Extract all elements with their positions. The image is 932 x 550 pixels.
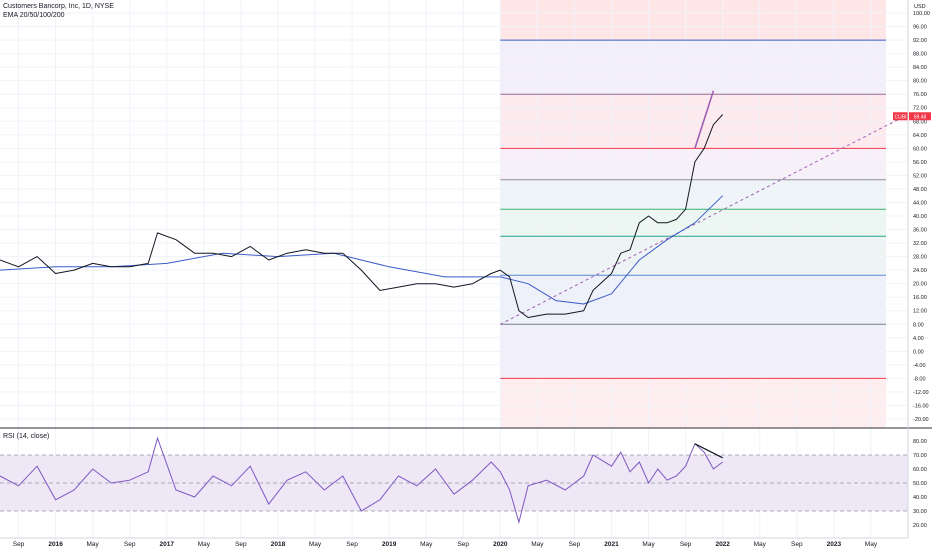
x-tick-label: 2020 xyxy=(493,541,508,548)
rsi-line xyxy=(0,436,724,525)
y-tick-label: 36.00 xyxy=(913,228,927,234)
x-tick-label: May xyxy=(754,541,767,548)
indicator-legend[interactable]: EMA 20/50/100/200 xyxy=(3,12,65,19)
y-tick-label: 52.00 xyxy=(913,173,927,179)
price-series xyxy=(0,90,909,325)
x-tick-label: May xyxy=(865,541,878,548)
rsi-y-tick-label: 30.00 xyxy=(913,509,927,515)
x-tick-label: May xyxy=(87,541,100,548)
fib-zone xyxy=(500,236,886,276)
x-tick-label: May xyxy=(198,541,211,548)
fib-levels xyxy=(500,39,886,379)
rsi-divergence-line xyxy=(694,443,723,459)
y-tick-label: -4.00 xyxy=(913,363,926,369)
x-tick-label: 2022 xyxy=(715,541,730,548)
x-tick-label: Sep xyxy=(569,541,581,548)
y-tick-label: 32.00 xyxy=(913,241,927,247)
fib-zone xyxy=(500,179,886,210)
y-tick-label: 100.00 xyxy=(913,11,930,17)
x-tick-label: May xyxy=(642,541,655,548)
fib-zone xyxy=(500,148,886,180)
y-tick-label: 80.00 xyxy=(913,79,927,85)
y-tick-label: 0.00 xyxy=(913,349,924,355)
x-tick-label: 2019 xyxy=(382,541,397,548)
fib-retracement-background xyxy=(500,0,886,428)
y-tick-label: 88.00 xyxy=(913,52,927,58)
y-tick-label: 44.00 xyxy=(913,200,927,206)
ema-200-line xyxy=(0,195,724,305)
fib-zone xyxy=(500,275,886,325)
y-tick-label: 60.00 xyxy=(913,146,927,152)
y-tick-label: 28.00 xyxy=(913,255,927,261)
x-tick-label: Sep xyxy=(124,541,136,548)
y-tick-label: -16.00 xyxy=(913,403,929,409)
price-line xyxy=(0,114,724,318)
fib-zone xyxy=(500,209,886,237)
trendline-top xyxy=(694,90,715,149)
rsi-y-tick-label: 60.00 xyxy=(913,467,927,473)
y-tick-label: 48.00 xyxy=(913,187,927,193)
y-tick-label: 4.00 xyxy=(913,336,924,342)
y-tick-label: 96.00 xyxy=(913,25,927,31)
y-tick-label: 20.00 xyxy=(913,282,927,288)
x-tick-label: 2017 xyxy=(160,541,175,548)
x-tick-label: May xyxy=(420,541,433,548)
x-tick-label: May xyxy=(531,541,544,548)
rsi-y-tick-label: 70.00 xyxy=(913,453,927,459)
y-tick-label: 16.00 xyxy=(913,295,927,301)
y-tick-label: 92.00 xyxy=(913,38,927,44)
chart-title: Customers Bancorp, Inc, 1D, NYSE xyxy=(3,3,114,10)
rsi-y-tick-label: 80.00 xyxy=(913,439,927,445)
y-tick-label: 76.00 xyxy=(913,92,927,98)
x-tick-label: Sep xyxy=(457,541,469,548)
rsi-y-tick-label: 50.00 xyxy=(913,481,927,487)
x-tick-label: 2021 xyxy=(604,541,619,548)
rsi-legend[interactable]: RSI (14, close) xyxy=(3,433,50,440)
x-tick-label: Sep xyxy=(791,541,803,548)
y-tick-label: 68.00 xyxy=(913,119,927,125)
y-tick-label: 8.00 xyxy=(913,322,924,328)
x-tick-label: 2023 xyxy=(827,541,842,548)
y-tick-label: 72.00 xyxy=(913,106,927,112)
fib-zone xyxy=(500,0,886,41)
rsi-pane xyxy=(0,436,908,525)
trendline-dashed xyxy=(500,114,909,325)
fib-zone xyxy=(500,378,886,428)
x-tick-label: May xyxy=(309,541,322,548)
y-tick-label: 24.00 xyxy=(913,268,927,274)
x-tick-label: Sep xyxy=(235,541,247,548)
y-tick-label: -8.00 xyxy=(913,376,926,382)
currency-label: USD xyxy=(914,4,926,10)
axes: Sep 2016 May Sep 2017 May Sep 2018 May Sep 2019 May… xyxy=(13,4,931,548)
price-tag-value xyxy=(909,112,931,121)
y-tick-label: -12.00 xyxy=(913,390,929,396)
rsi-y-tick-label: 40.00 xyxy=(913,495,927,501)
y-tick-label: -20.00 xyxy=(913,417,929,423)
rsi-y-tick-label: 20.00 xyxy=(913,523,927,529)
x-tick-label: 2018 xyxy=(271,541,286,548)
y-tick-label: 56.00 xyxy=(913,160,927,166)
y-tick-label: 84.00 xyxy=(913,65,927,71)
y-tick-label: 64.00 xyxy=(913,133,927,139)
y-tick-label: 12.00 xyxy=(913,309,927,315)
price-tag-symbol-text: CUBI xyxy=(895,114,907,120)
price-tag-value-text: 69.48 xyxy=(914,114,927,120)
x-tick-label: Sep xyxy=(346,541,358,548)
x-tick-label: Sep xyxy=(680,541,692,548)
price-tag-symbol xyxy=(893,112,908,121)
x-tick-label: 2016 xyxy=(48,541,63,548)
x-tick-label: Sep xyxy=(13,541,25,548)
y-tick-label: 40.00 xyxy=(913,214,927,220)
